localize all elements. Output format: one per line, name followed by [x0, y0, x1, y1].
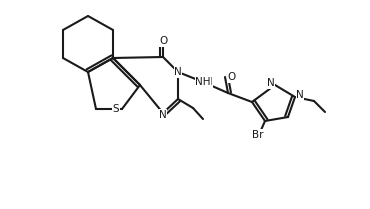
Text: Br: Br — [252, 130, 264, 140]
Text: N: N — [296, 90, 304, 100]
Text: N: N — [159, 110, 167, 120]
Text: N: N — [174, 67, 182, 77]
Text: NH: NH — [195, 77, 211, 87]
Text: NH: NH — [197, 77, 213, 87]
Text: O: O — [159, 36, 167, 46]
Text: N: N — [267, 78, 275, 88]
Text: O: O — [228, 72, 236, 82]
Text: S: S — [113, 104, 119, 114]
